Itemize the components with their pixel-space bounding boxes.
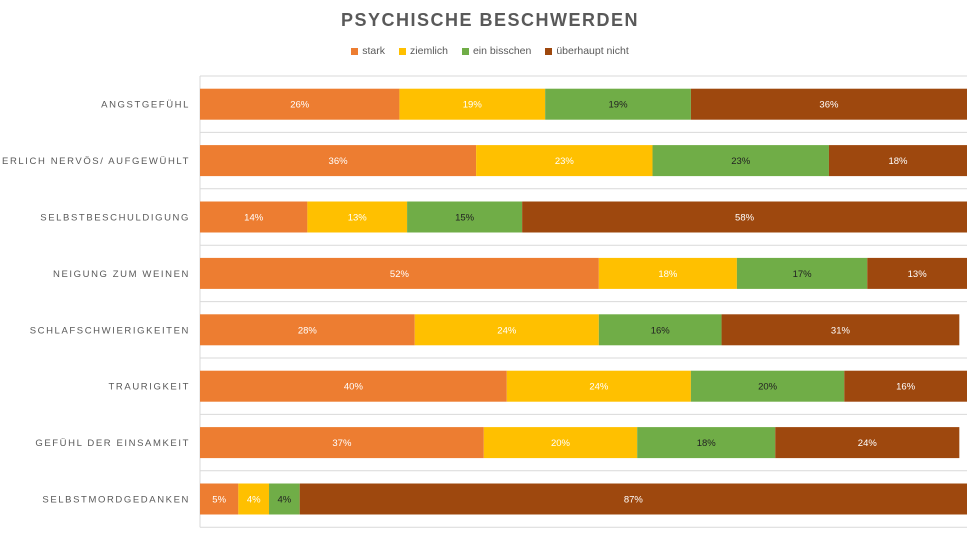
legend-swatch xyxy=(351,47,359,55)
data-label: 37% xyxy=(332,438,352,449)
data-label: 5% xyxy=(212,495,226,506)
data-label: 20% xyxy=(551,438,571,449)
data-label: 15% xyxy=(455,213,475,224)
bar-segment xyxy=(200,314,415,346)
data-label: 87% xyxy=(624,495,644,506)
data-label: 16% xyxy=(651,325,671,336)
data-label: 58% xyxy=(735,213,755,224)
chart-title: PSYCHISCHE BESCHWERDEN xyxy=(340,10,640,30)
bar-segment xyxy=(775,427,960,459)
category-label: SCHLAFSCHWIERIGKEITEN xyxy=(30,325,190,336)
data-label: 4% xyxy=(247,495,261,506)
data-label: 23% xyxy=(555,156,575,167)
data-label: 31% xyxy=(831,325,851,336)
bar-segment xyxy=(200,145,477,177)
data-label: 52% xyxy=(390,269,410,280)
legend-swatch xyxy=(399,47,407,55)
legend-item: ein bisschen xyxy=(461,45,532,57)
data-label: 18% xyxy=(697,438,717,449)
category-label: INNERLICH NERVÖS/ AUFGEWÜHLT xyxy=(0,156,190,167)
bar-segment xyxy=(307,201,408,233)
legend-label: überhaupt nicht xyxy=(556,45,629,57)
data-label: 18% xyxy=(658,269,678,280)
data-label: 19% xyxy=(609,100,629,111)
category-label: GEFÜHL DER EINSAMKEIT xyxy=(35,438,190,449)
category-label: NEIGUNG ZUM WEINEN xyxy=(53,269,190,280)
bar-segment xyxy=(483,427,638,459)
data-label: 18% xyxy=(888,156,908,167)
data-label: 4% xyxy=(278,495,292,506)
legend-label: stark xyxy=(362,45,386,57)
legend-item: überhaupt nicht xyxy=(545,45,629,57)
bar-segment xyxy=(598,314,722,346)
bar-segment xyxy=(200,88,400,120)
legend-label: ziemlich xyxy=(410,45,448,57)
data-label: 40% xyxy=(344,382,364,393)
legend-swatch xyxy=(461,47,469,55)
data-label: 24% xyxy=(589,382,609,393)
bar-segment xyxy=(598,257,737,289)
bar-segment xyxy=(652,145,829,177)
bar-segment xyxy=(844,370,967,402)
bar-segment xyxy=(506,370,691,402)
bar-segment xyxy=(637,427,776,459)
data-label: 13% xyxy=(348,213,368,224)
data-label: 36% xyxy=(819,100,839,111)
category-label: TRAURIGKEIT xyxy=(109,382,190,393)
data-label: 17% xyxy=(793,269,813,280)
data-label: 24% xyxy=(497,325,517,336)
bar-segment xyxy=(238,483,270,515)
bar-segment xyxy=(721,314,960,346)
bar-segment xyxy=(736,257,868,289)
bar-segment xyxy=(200,483,239,515)
bar-segment xyxy=(200,370,507,402)
bar-segment xyxy=(545,88,691,120)
data-label: 20% xyxy=(758,382,778,393)
data-label: 36% xyxy=(329,156,349,167)
data-label: 26% xyxy=(290,100,310,111)
bar-segment xyxy=(299,483,968,515)
data-label: 19% xyxy=(463,100,483,111)
bar-segment xyxy=(828,145,967,177)
category-label: ANGSTGEFÜHL xyxy=(101,100,190,111)
legend-item: ziemlich xyxy=(399,45,448,57)
data-label: 24% xyxy=(858,438,878,449)
legend-label: ein bisschen xyxy=(472,45,532,57)
data-label: 23% xyxy=(731,156,751,167)
bar-segment xyxy=(200,201,308,233)
bar-segment xyxy=(690,88,967,120)
bar-segment xyxy=(414,314,599,346)
bar-segment xyxy=(200,257,599,289)
data-label: 13% xyxy=(908,269,928,280)
bar-segment xyxy=(407,201,523,233)
data-label: 28% xyxy=(298,325,318,336)
legend: stark ziemlich ein bisschen überhaupt nicht xyxy=(0,45,980,57)
bar-segment xyxy=(399,88,546,120)
data-label: 16% xyxy=(896,382,916,393)
bar-segment xyxy=(269,483,300,515)
bar-segment xyxy=(200,427,484,459)
bar-segment xyxy=(476,145,653,177)
legend-item: stark xyxy=(351,45,385,57)
legend-swatch xyxy=(545,47,553,55)
category-label: SELBSTBESCHULDIGUNG xyxy=(40,213,190,224)
bar-segment xyxy=(867,257,967,289)
category-label: SELBSTMORDGEDANKEN xyxy=(42,495,190,506)
bar-segment xyxy=(690,370,845,402)
data-label: 14% xyxy=(244,213,264,224)
bar-segment xyxy=(522,201,967,233)
